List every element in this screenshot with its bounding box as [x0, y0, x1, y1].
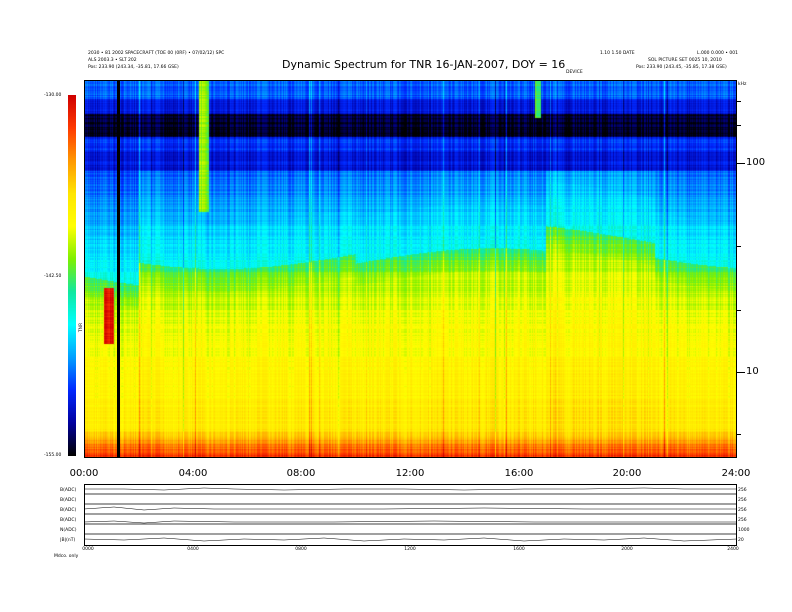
panel-label: B(ADC) — [60, 488, 77, 493]
panel-right-value: 256 — [738, 488, 747, 493]
y-minor-tick — [737, 125, 741, 126]
footer-label: Mdco. only — [54, 554, 79, 559]
colorbar — [68, 95, 76, 456]
y-minor-tick — [737, 434, 741, 435]
colorbar-label: TNR — [79, 322, 85, 333]
header-left-line1: 2030 • 81 2002 SPACECRAFT (TOE 00 (0RF) … — [88, 51, 225, 56]
x-tick-label: 00:00 — [69, 468, 99, 479]
y-minor-tick — [737, 101, 741, 102]
lower-x-tick: 1600 — [513, 547, 525, 552]
x-tick-label: 24:00 — [721, 468, 751, 479]
y-tick-mark-100 — [737, 163, 745, 164]
header-right-line1: 1.10 1.50 DATE — [600, 51, 635, 56]
panel-right-value: 1000 — [738, 528, 750, 533]
header-left-line3: Pos: 233.90 (243.34, -35.81, 17.66 GSE) — [88, 65, 179, 70]
dynamic-spectrum-heatmap — [84, 80, 736, 457]
header-left-line2: ALS 2003.3 • SLT 202 — [88, 58, 137, 63]
y-tick-label-100: 100 — [746, 157, 766, 168]
x-tick-label: 12:00 — [395, 468, 425, 479]
y-tick-mark-10 — [737, 372, 745, 373]
x-tick-label: 04:00 — [178, 468, 208, 479]
lower-x-tick: 2400 — [727, 547, 739, 552]
lower-panels-frame — [84, 484, 737, 546]
y-unit-label: kHz — [738, 82, 747, 87]
panel-label: B(ADC) — [60, 498, 77, 503]
panel-right-value: 256 — [738, 518, 747, 523]
x-tick-label: 08:00 — [286, 468, 316, 479]
header-right-line3: SOL PICTURE SET 0025 10, 2010 — [648, 58, 722, 63]
lower-x-tick: 0000 — [82, 547, 94, 552]
y-minor-tick — [737, 246, 741, 247]
panel-right-value: 20 — [738, 538, 744, 543]
lower-x-tick: 0400 — [187, 547, 199, 552]
header-device-label: DEVICE — [566, 70, 583, 75]
x-tick-label: 16:00 — [504, 468, 534, 479]
lower-x-tick: 0800 — [295, 547, 307, 552]
panel-label: B(ADC) — [60, 518, 77, 523]
lower-x-tick: 1200 — [404, 547, 416, 552]
panel-label: N(ADC) — [60, 528, 77, 533]
x-tick-label: 20:00 — [612, 468, 642, 479]
colorbar-max-label: -130.00 — [44, 93, 62, 98]
colorbar-mid-label: -142.50 — [44, 274, 62, 279]
panel-right-value: 256 — [738, 498, 747, 503]
lower-panels-traces — [84, 487, 737, 542]
header-right-line2: L.000 0.000 • 001 — [697, 51, 738, 56]
panel-label: |B|(nT) — [60, 538, 76, 543]
y-minor-tick — [737, 310, 741, 311]
lower-x-tick: 2000 — [621, 547, 633, 552]
panel-label: B(ADC) — [60, 508, 77, 513]
spectrum-frame — [84, 80, 737, 458]
panel-right-value: 256 — [738, 508, 747, 513]
colorbar-min-label: -155.00 — [44, 453, 62, 458]
chart-title: Dynamic Spectrum for TNR 16-JAN-2007, DO… — [282, 58, 566, 71]
time-marker-line — [117, 80, 120, 457]
y-tick-label-10: 10 — [746, 366, 759, 377]
header-right-line4: Pos: 233.90 (243.45, -35.85, 17.38 GSE) — [636, 65, 727, 70]
